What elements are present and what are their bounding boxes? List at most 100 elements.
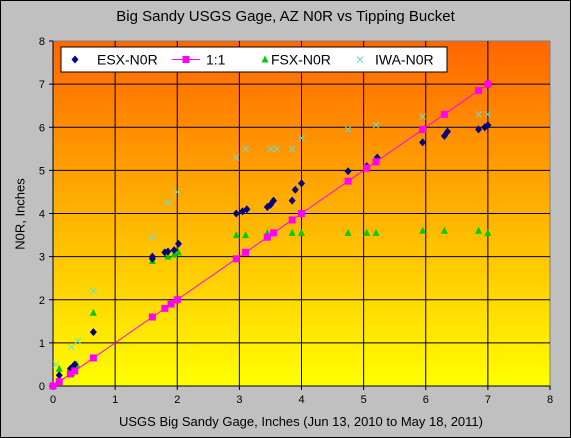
x-marker-stroke [242, 145, 249, 153]
legend-label: IWA-N0R [375, 52, 434, 68]
data-point [484, 121, 492, 130]
data-point [484, 228, 492, 236]
series-layer [49, 80, 492, 390]
data-point [173, 188, 181, 196]
data-point [161, 304, 169, 312]
series-1-1 [49, 80, 492, 390]
legend-item: FSX-N0R [261, 52, 331, 68]
data-point [149, 233, 156, 241]
data-point [232, 209, 240, 218]
data-point [475, 110, 482, 118]
data-point [170, 246, 178, 255]
x-marker-stroke [298, 134, 305, 142]
data-point [475, 125, 483, 134]
data-point [68, 343, 75, 351]
x-tick-label: 6 [423, 394, 429, 406]
data-point [419, 113, 426, 120]
data-point [148, 313, 156, 321]
data-point [267, 145, 274, 153]
x-tick-label: 3 [236, 394, 242, 406]
y-tick-label: 7 [39, 79, 45, 91]
data-point [288, 216, 296, 224]
legend-marker [356, 56, 364, 63]
x-marker-stroke [475, 110, 482, 118]
data-point [298, 210, 305, 217]
data-point [344, 228, 352, 236]
legend-item: IWA-N0R [356, 52, 434, 68]
data-point [419, 138, 427, 147]
data-point [232, 154, 240, 161]
x-tick-label: 5 [361, 394, 367, 406]
data-point [273, 145, 281, 153]
data-point [242, 231, 250, 239]
data-point [419, 226, 427, 234]
data-point [66, 370, 74, 378]
y-tick-label: 2 [39, 295, 45, 307]
data-point [484, 110, 492, 118]
series-esx-n0r [49, 121, 492, 390]
data-point [288, 196, 296, 205]
x-tick-label: 0 [50, 394, 56, 406]
data-point [52, 361, 60, 368]
data-point [270, 229, 278, 237]
data-point [55, 364, 63, 372]
legend: ESX-N0R 1:1 FSX-N0R IWA-N0R [60, 46, 448, 73]
legend-marker [261, 55, 269, 63]
legend-item: 1:1 [172, 52, 226, 68]
y-tick-label: 8 [39, 36, 45, 48]
y-tick-label: 1 [39, 338, 45, 350]
data-point [71, 360, 79, 369]
data-point [49, 382, 57, 390]
series-line [52, 83, 489, 387]
data-point [89, 308, 97, 316]
x-marker-stroke [267, 145, 274, 153]
data-point [344, 167, 352, 176]
data-point [164, 247, 172, 256]
data-point [148, 254, 156, 263]
data-point [174, 248, 182, 256]
data-point [363, 228, 371, 236]
x-tick-label: 1 [112, 394, 118, 406]
data-point [440, 226, 448, 234]
data-point [419, 125, 427, 133]
legend-label: FSX-N0R [271, 52, 331, 68]
data-point [55, 378, 63, 386]
data-point [71, 367, 79, 375]
data-point [363, 164, 371, 172]
data-point [372, 228, 380, 236]
data-point [344, 126, 352, 133]
data-point [440, 110, 448, 118]
x-marker-stroke [52, 361, 60, 368]
data-point [164, 252, 172, 260]
data-point [242, 145, 249, 153]
x-marker-stroke [74, 337, 82, 345]
legend-label: 1:1 [206, 52, 226, 68]
data-point [232, 231, 240, 239]
data-point [174, 239, 182, 248]
data-point [372, 121, 380, 129]
data-point [298, 134, 305, 142]
legend-label: ESX-N0R [97, 52, 158, 68]
data-point [55, 371, 63, 380]
data-point [74, 337, 82, 345]
legend-box [60, 46, 448, 73]
x-tick-label: 2 [174, 394, 180, 406]
legend-marker [182, 56, 190, 63]
y-tick-label: 5 [39, 165, 45, 177]
y-tick-label: 6 [39, 122, 45, 134]
data-point [372, 158, 380, 166]
data-point [242, 248, 250, 256]
grid [53, 41, 550, 386]
data-point [443, 127, 451, 136]
x-marker-stroke [149, 233, 156, 241]
data-point [475, 87, 483, 95]
x-marker-stroke [356, 56, 364, 63]
data-point [263, 233, 271, 241]
data-point [89, 328, 97, 337]
x-marker-stroke [288, 145, 296, 153]
data-point [344, 177, 352, 185]
x-marker-stroke [173, 188, 181, 196]
data-point [298, 179, 305, 188]
x-marker-stroke [164, 199, 172, 207]
